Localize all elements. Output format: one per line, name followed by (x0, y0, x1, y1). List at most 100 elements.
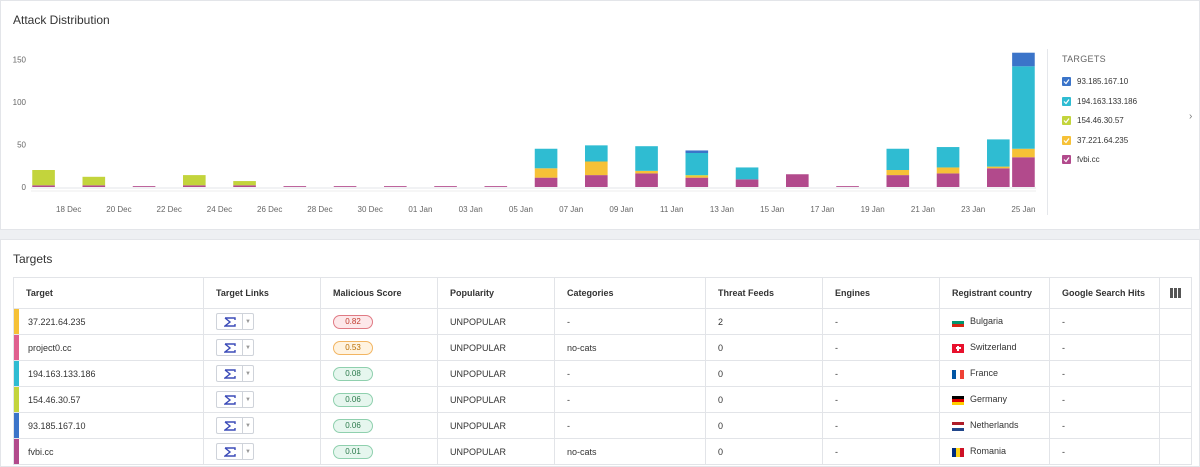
column-header[interactable]: Registrant country (939, 277, 1050, 309)
legend-checkbox-icon[interactable] (1062, 96, 1071, 106)
bar-segment[interactable] (82, 185, 106, 187)
bar-segment[interactable] (987, 166, 1010, 169)
target-cell[interactable]: 93.185.167.10 (13, 412, 204, 439)
target-cell[interactable]: 194.163.133.186 (13, 360, 204, 387)
target-link-button[interactable]: ▼ (216, 365, 254, 382)
bar-segment[interactable] (32, 185, 55, 187)
bar-segment[interactable] (585, 175, 608, 187)
legend-checkbox-icon[interactable] (1062, 135, 1071, 145)
target-name[interactable]: 37.221.64.235 (28, 316, 86, 327)
table-row[interactable]: 93.185.167.10 ▼ 0.06 UNPOPULAR -0- Netherland… (13, 412, 1192, 439)
bar-segment[interactable] (786, 174, 809, 187)
bar-segment[interactable] (735, 167, 759, 180)
bar-segment[interactable] (685, 175, 709, 178)
bar-segment[interactable] (585, 161, 608, 176)
column-header[interactable]: Engines (822, 277, 940, 309)
bar-segment[interactable] (886, 148, 910, 170)
table-row[interactable]: project0.cc ▼ 0.53 UNPOPULAR no-cats 0- Switze… (13, 334, 1192, 361)
bar-segment[interactable] (233, 181, 256, 186)
target-name[interactable]: 154.46.30.57 (28, 394, 81, 405)
bar-segment[interactable] (635, 173, 658, 187)
target-link-button[interactable]: ▼ (216, 417, 254, 434)
chevron-down-icon[interactable]: ▼ (242, 366, 253, 381)
sigma-link-icon[interactable] (217, 418, 242, 433)
bar-segment[interactable] (936, 167, 960, 174)
bar-segment[interactable] (132, 186, 156, 187)
sigma-link-icon[interactable] (217, 392, 242, 407)
bar-segment[interactable] (987, 139, 1010, 167)
bar-segment[interactable] (1012, 52, 1035, 67)
bar-segment[interactable] (283, 186, 307, 187)
chevron-right-icon[interactable]: › (1189, 111, 1193, 122)
column-header[interactable]: Malicious Score (320, 277, 438, 309)
bar-segment[interactable] (434, 186, 457, 187)
target-cell[interactable]: 154.46.30.57 (13, 386, 204, 413)
bar-segment[interactable] (685, 177, 709, 187)
table-row[interactable]: fvbi.cc ▼ 0.01 UNPOPULAR no-cats 0- Romania - (13, 438, 1192, 465)
target-cell[interactable]: project0.cc (13, 334, 204, 361)
bar-segment[interactable] (534, 148, 558, 169)
column-header[interactable]: Google Search Hits (1049, 277, 1160, 309)
bar-segment[interactable] (32, 170, 55, 186)
bar-segment[interactable] (333, 186, 357, 187)
bar-segment[interactable] (1012, 66, 1035, 149)
table-row[interactable]: 37.221.64.235 ▼ 0.82 UNPOPULAR -2- Bulgaria - (13, 308, 1192, 335)
column-header[interactable]: Target Links (203, 277, 321, 309)
bar-segment[interactable] (936, 147, 960, 168)
chevron-down-icon[interactable]: ▼ (242, 444, 253, 459)
legend-checkbox-icon[interactable] (1062, 116, 1071, 126)
bar-segment[interactable] (1012, 157, 1035, 187)
target-name[interactable]: 194.163.133.186 (28, 368, 96, 379)
bar-segment[interactable] (183, 175, 206, 186)
legend-item[interactable]: 154.46.30.57 (1062, 111, 1197, 131)
bar-segment[interactable] (585, 145, 608, 162)
target-link-button[interactable]: ▼ (216, 339, 254, 356)
legend-item[interactable]: fvbi.cc (1062, 150, 1197, 170)
legend-item[interactable]: 194.163.133.186 (1062, 92, 1197, 112)
target-link-button[interactable]: ▼ (216, 391, 254, 408)
bar-segment[interactable] (685, 150, 709, 153)
bar-segment[interactable] (685, 175, 709, 176)
legend-checkbox-icon[interactable] (1062, 77, 1071, 87)
chevron-down-icon[interactable]: ▼ (242, 418, 253, 433)
bar-segment[interactable] (936, 173, 960, 187)
column-header[interactable]: Popularity (437, 277, 555, 309)
target-cell[interactable]: fvbi.cc (13, 438, 204, 465)
bar-segment[interactable] (635, 170, 658, 174)
sigma-link-icon[interactable] (217, 444, 242, 459)
table-row[interactable]: 194.163.133.186 ▼ 0.08 UNPOPULAR -0- France - (13, 360, 1192, 387)
column-header[interactable]: Target (13, 277, 204, 309)
legend-item[interactable]: 93.185.167.10 (1062, 72, 1197, 92)
target-cell[interactable]: 37.221.64.235 (13, 308, 204, 335)
bar-segment[interactable] (384, 186, 407, 187)
bar-segment[interactable] (836, 186, 859, 187)
bar-segment[interactable] (1012, 148, 1035, 158)
legend-checkbox-icon[interactable] (1062, 155, 1071, 165)
bar-segment[interactable] (233, 185, 256, 187)
bar-segment[interactable] (534, 177, 558, 187)
bar-segment[interactable] (484, 186, 508, 187)
target-name[interactable]: fvbi.cc (28, 446, 54, 457)
bar-segment[interactable] (635, 146, 658, 171)
chevron-down-icon[interactable]: ▼ (242, 392, 253, 407)
table-row[interactable]: 154.46.30.57 ▼ 0.06 UNPOPULAR -0- Germany - (13, 386, 1192, 413)
columns-settings-button[interactable] (1159, 277, 1192, 309)
sigma-link-icon[interactable] (217, 314, 242, 329)
bar-segment[interactable] (82, 176, 106, 186)
bar-segment[interactable] (534, 168, 558, 178)
bar-segment[interactable] (886, 175, 910, 187)
bar-segment[interactable] (886, 170, 910, 176)
bar-segment[interactable] (685, 153, 709, 176)
target-name[interactable]: project0.cc (28, 342, 72, 353)
sigma-link-icon[interactable] (217, 366, 242, 381)
column-header[interactable]: Categories (554, 277, 706, 309)
chevron-down-icon[interactable]: ▼ (242, 340, 253, 355)
legend-item[interactable]: 37.221.64.235 (1062, 131, 1197, 151)
chevron-down-icon[interactable]: ▼ (242, 314, 253, 329)
column-header[interactable]: Threat Feeds (705, 277, 823, 309)
target-link-button[interactable]: ▼ (216, 313, 254, 330)
target-link-button[interactable]: ▼ (216, 443, 254, 460)
sigma-link-icon[interactable] (217, 340, 242, 355)
bar-segment[interactable] (183, 185, 206, 187)
bar-segment[interactable] (987, 168, 1010, 187)
